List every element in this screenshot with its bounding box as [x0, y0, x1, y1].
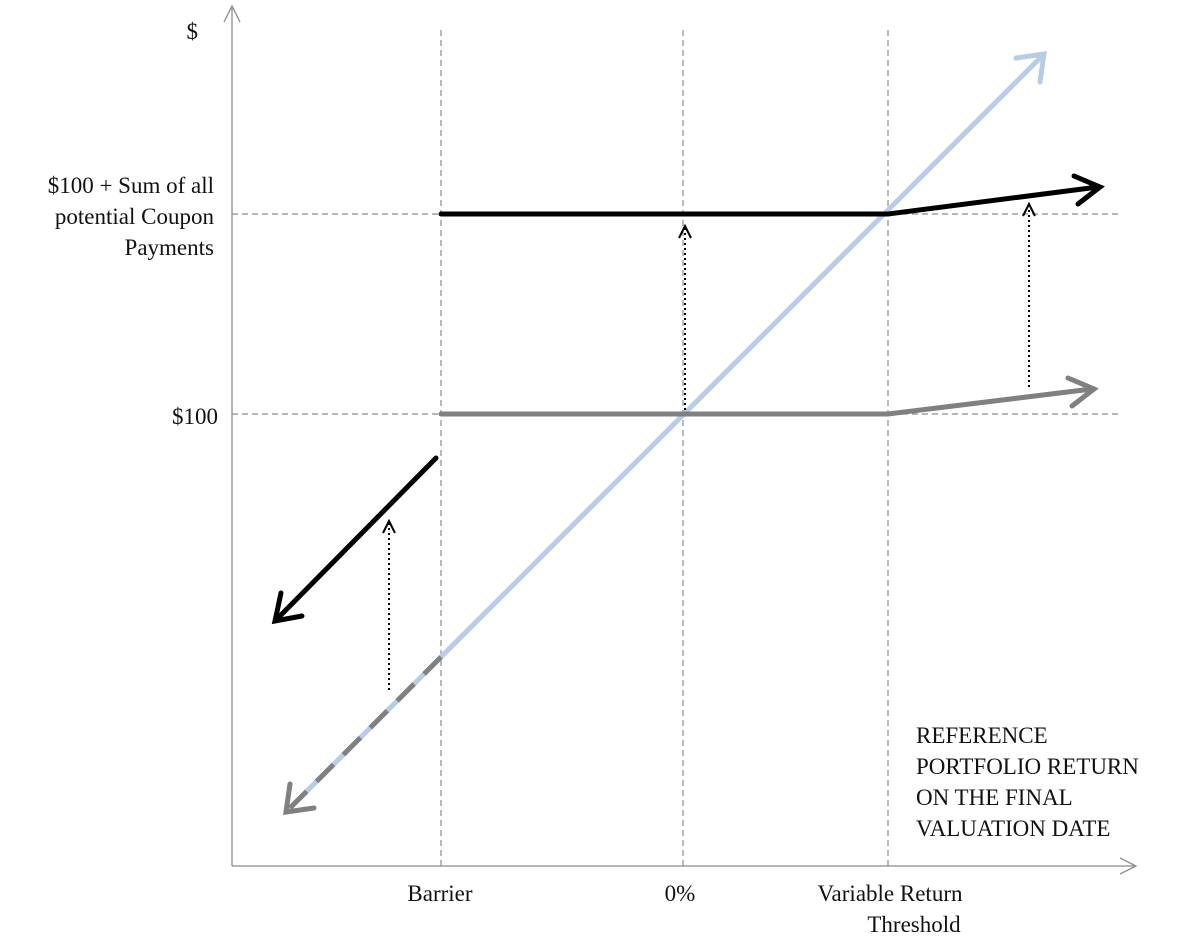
coupon-arrow-barrier-head [382, 518, 396, 534]
y-level-label-coupons-line-3: Payments [124, 235, 214, 260]
coupon-arrow-zero-head [678, 223, 692, 239]
y-level-label-principal-line-1: $100 [172, 404, 218, 429]
y-level-label-principal: $100 [0, 401, 218, 432]
coupon-arrow-threshold-head [1022, 201, 1036, 217]
x-axis-title-line-2: PORTFOLIO RETURN [916, 754, 1139, 779]
note-downside-arrowhead [271, 590, 305, 625]
x-axis-arrowhead [1119, 857, 1138, 875]
y-axis-arrowhead [223, 4, 241, 23]
note-downside-segment [274, 455, 439, 622]
x-axis-title-line-3: ON THE FINAL [916, 785, 1073, 810]
x-marker-label-threshold-line-2: Threshold [867, 912, 961, 937]
x-axis-title: REFERENCE PORTFOLIO RETURN ON THE FINAL … [916, 720, 1196, 844]
note-payoff-line [271, 173, 1105, 625]
portfolio-line-upper [438, 55, 1043, 660]
x-marker-label-zero: 0% [620, 878, 740, 909]
x-marker-label-barrier: Barrier [360, 878, 520, 909]
portfolio-lower-arrowhead [283, 781, 317, 815]
x-axis-title-line-4: VALUATION DATE [916, 816, 1111, 841]
x-marker-label-threshold-line-1: Variable Return [817, 881, 963, 906]
y-axis-unit-label: $ [186, 19, 199, 44]
principal-payoff-line [438, 375, 1099, 417]
x-axis-title-line-1: REFERENCE [916, 723, 1048, 748]
principal-arrowhead [1065, 375, 1099, 409]
x-marker-label-threshold: Variable Return Threshold [780, 878, 1000, 940]
axes [223, 4, 1138, 875]
x-marker-label-zero-line-1: 0% [664, 881, 696, 906]
y-level-label-coupons-line-1: $100 + Sum of all [47, 173, 214, 198]
portfolio-line-lower [287, 654, 444, 811]
y-level-label-coupons: $100 + Sum of all potential Coupon Payme… [0, 170, 214, 263]
y-level-label-coupons-line-2: potential Coupon [54, 204, 214, 229]
coupon-arrows [382, 201, 1036, 690]
principal-flat-segment [438, 386, 1095, 417]
portfolio-upper-arrowhead [1013, 51, 1047, 85]
note-flat-segment [438, 184, 1101, 217]
note-upper-arrowhead [1071, 173, 1105, 207]
x-marker-label-barrier-line-1: Barrier [407, 881, 473, 906]
reference-portfolio-line [283, 51, 1047, 815]
